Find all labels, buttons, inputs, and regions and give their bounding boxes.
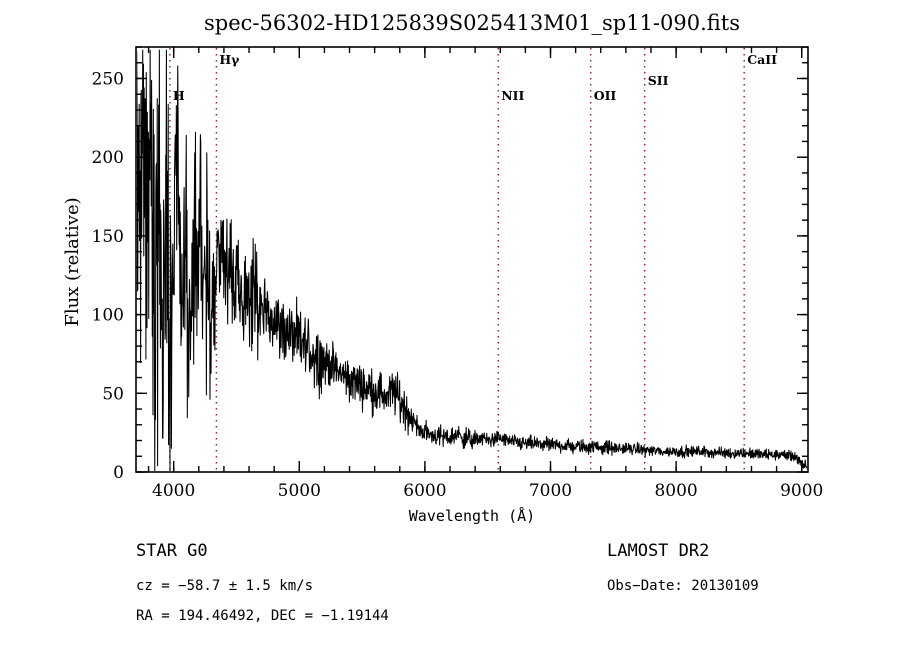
y-axis-tick-label: 100 <box>92 306 124 326</box>
spectral-line-label: CaII <box>747 52 777 67</box>
x-axis-title: Wavelength (Å) <box>409 506 535 525</box>
spectral-line-labels: H Hγ NII OII SII CaII <box>173 52 777 103</box>
object-class-label: STAR G0 <box>136 541 208 561</box>
y-axis-tick-label: 200 <box>92 148 124 168</box>
y-axis-tick-label: 150 <box>92 227 124 247</box>
survey-label: LAMOST DR2 <box>607 541 709 561</box>
spectral-line-label: H <box>173 88 185 103</box>
cz-value-label: cz = −58.7 ± 1.5 km/s <box>136 578 313 594</box>
spectral-line-label: Hγ <box>219 52 240 67</box>
x-axis-tick-label: 8000 <box>654 481 697 501</box>
spectrum-flux-line <box>137 49 807 471</box>
y-axis-tick-label: 0 <box>113 463 124 483</box>
obs-date-label: Obs−Date: 20130109 <box>607 578 759 594</box>
y-axis-tick-labels: 0 50 100 150 200 250 <box>92 69 124 483</box>
x-axis-tick-label: 6000 <box>403 481 446 501</box>
spectral-line-label: NII <box>501 88 524 103</box>
x-axis-tick-label: 9000 <box>780 481 823 501</box>
coordinates-label: RA = 194.46492, DEC = −1.19144 <box>136 608 389 624</box>
y-axis-tick-label: 250 <box>92 69 124 89</box>
plot-frame <box>135 46 809 473</box>
y-axis-tick-label: 50 <box>102 384 124 404</box>
x-axis-tick-label: 7000 <box>529 481 572 501</box>
spectral-line-label: OII <box>594 88 617 103</box>
y-axis-title: Flux (relative) <box>62 197 83 326</box>
x-axis-tick-labels: 4000 5000 6000 7000 8000 9000 <box>152 481 823 501</box>
spectral-line-label: SII <box>648 73 669 88</box>
x-axis-tick-label: 5000 <box>278 481 321 501</box>
x-axis-tick-label: 4000 <box>152 481 195 501</box>
spectrum-trace <box>137 49 807 471</box>
spectral-line-markers <box>169 48 745 471</box>
page-title: spec-56302-HD125839S025413M01_sp11-090.f… <box>204 11 740 35</box>
